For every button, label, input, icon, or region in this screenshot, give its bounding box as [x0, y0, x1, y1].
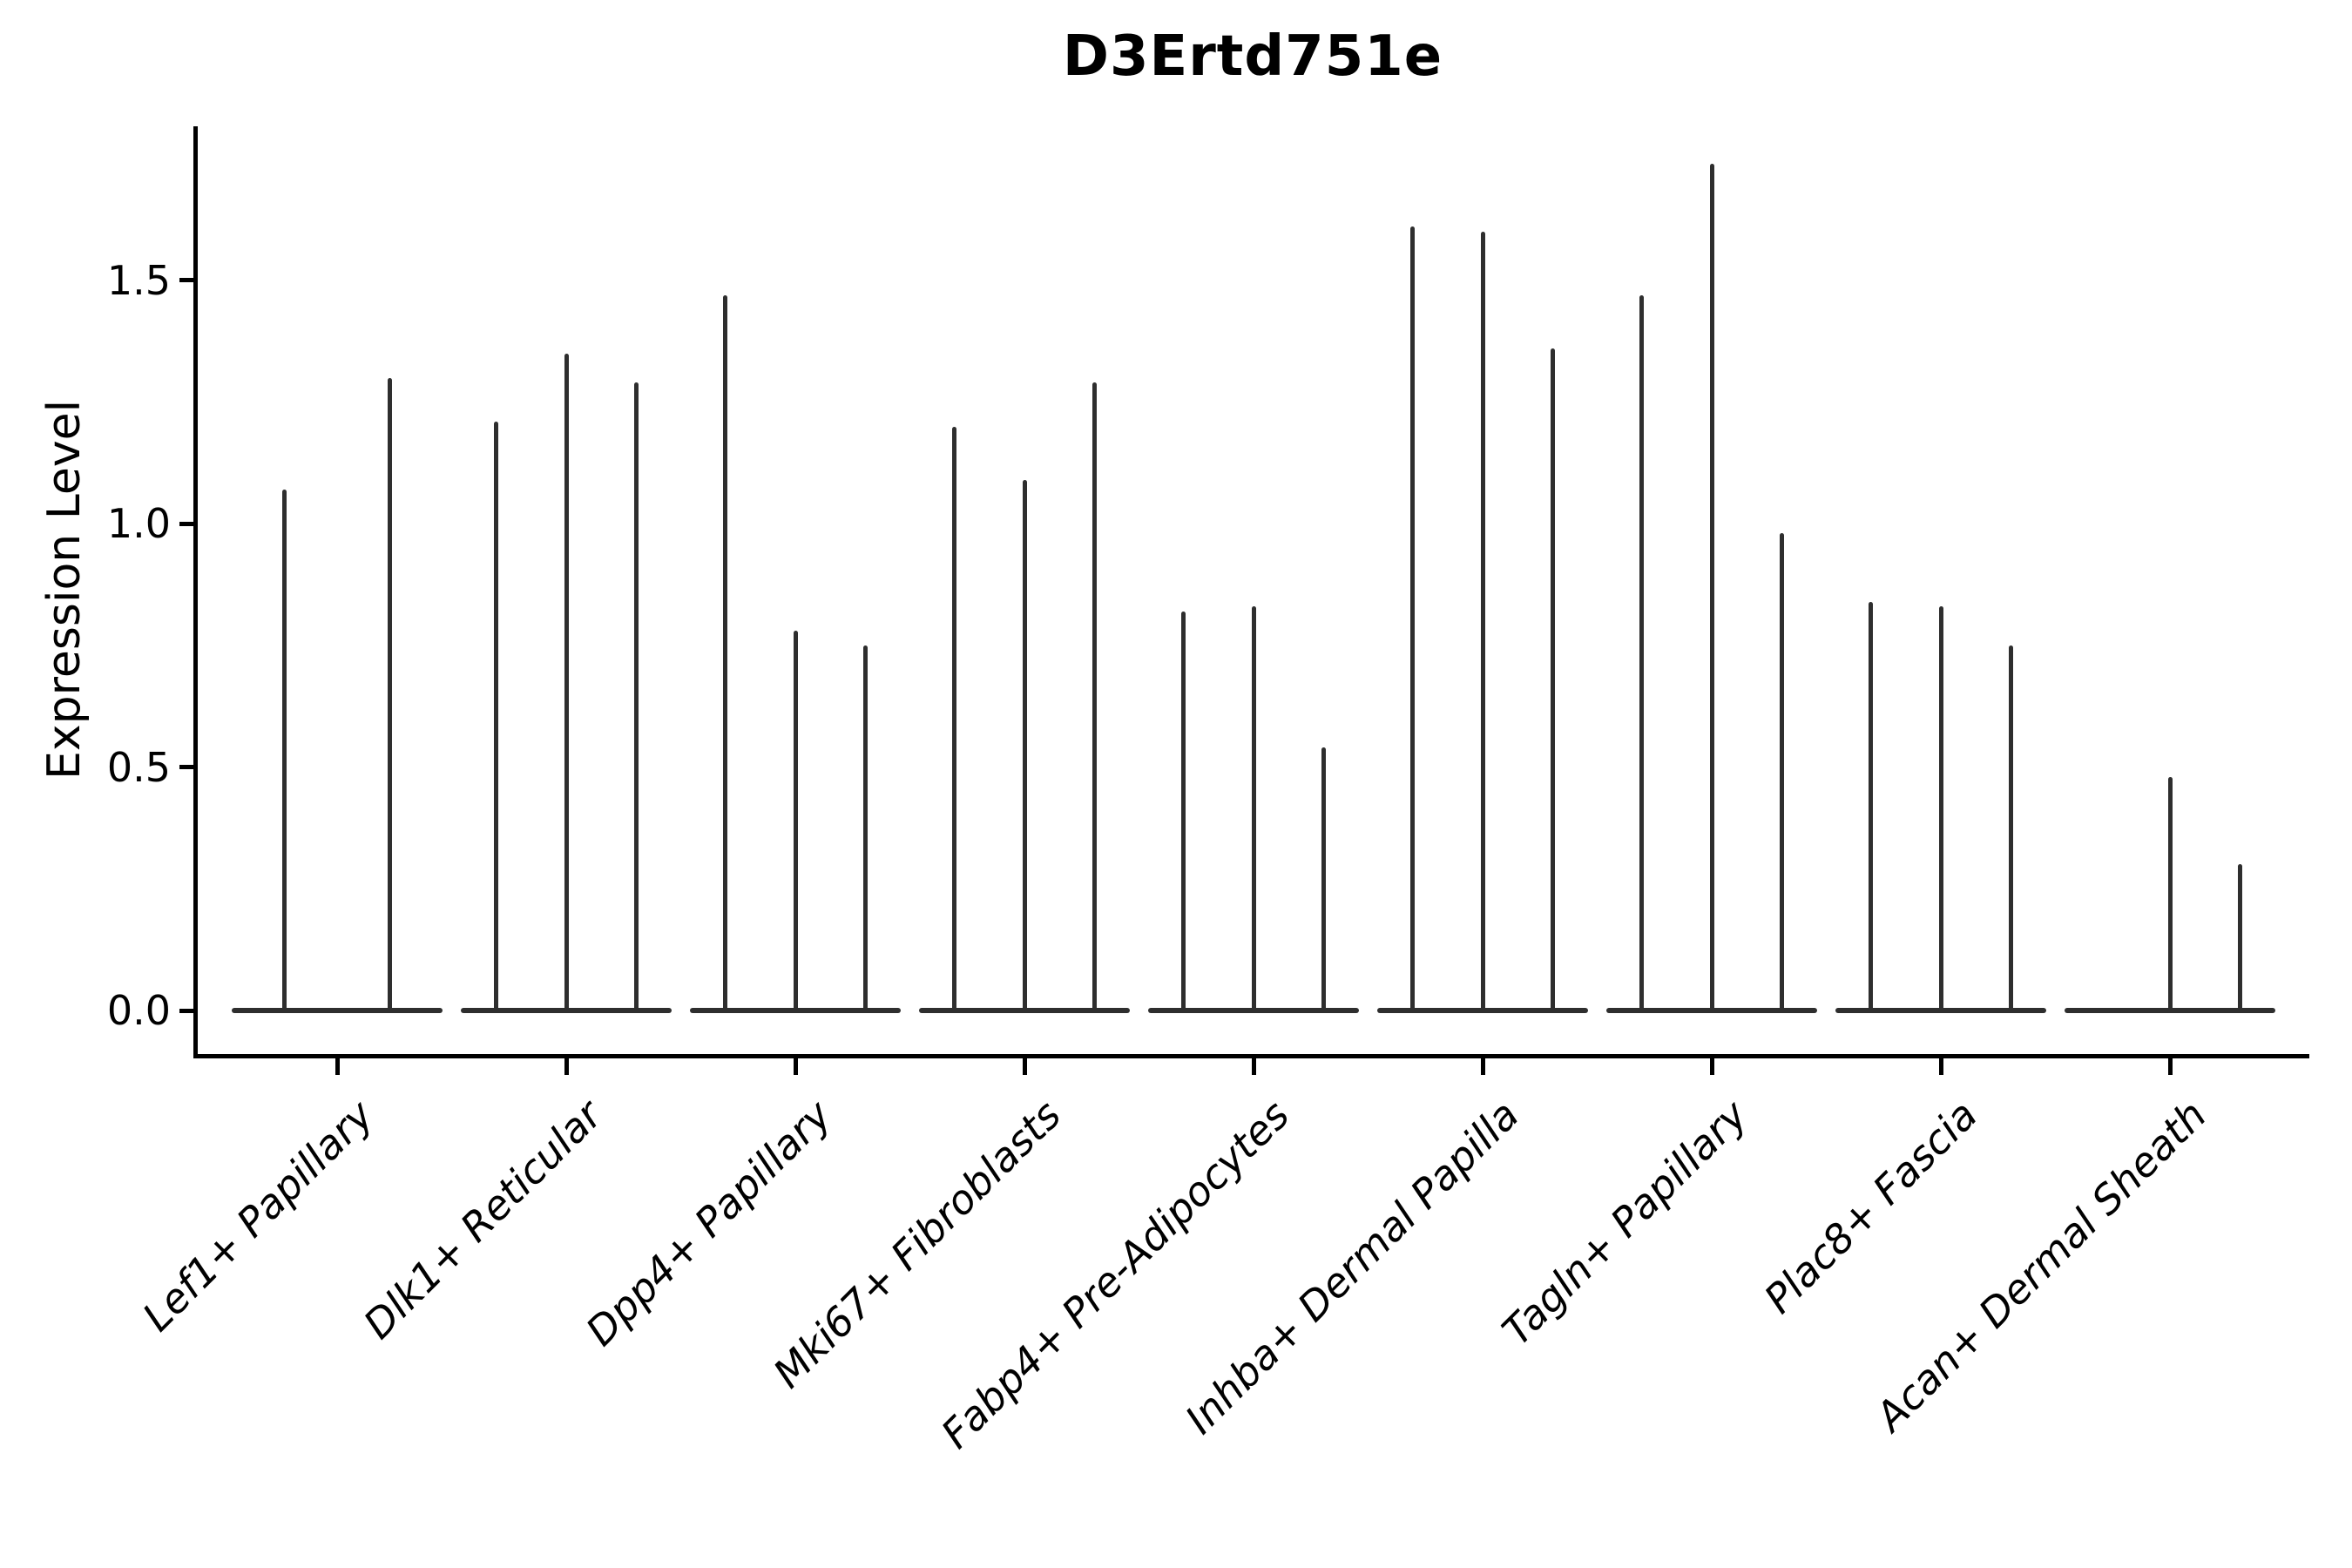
x-tick — [1022, 1056, 1027, 1075]
y-tick — [179, 765, 197, 770]
violin-spike — [1251, 606, 1256, 1012]
x-tick — [1709, 1056, 1714, 1075]
violin-spike — [722, 294, 727, 1012]
x-tick — [1251, 1056, 1256, 1075]
y-tick-label: 1.5 — [106, 256, 171, 304]
y-tick — [179, 278, 197, 283]
violin-spike — [1938, 606, 1943, 1012]
x-tick — [1938, 1056, 1943, 1075]
violin-spike — [1868, 601, 1873, 1012]
violin-spike — [1639, 294, 1644, 1012]
x-tick — [2167, 1056, 2173, 1075]
violin-spike — [388, 377, 392, 1012]
violin-spike — [1551, 348, 1556, 1012]
x-tick — [564, 1056, 569, 1075]
violin-spike — [951, 426, 956, 1012]
y-tick-label: 1.0 — [106, 500, 171, 548]
violin-spike — [1321, 747, 1327, 1012]
y-tick-label: 0.0 — [106, 987, 171, 1034]
x-tick-label: Dpp4+ Papillary — [577, 1091, 841, 1355]
plot-title: D3Ertd751e — [1062, 24, 1443, 89]
y-axis-spine — [193, 126, 198, 1058]
violin-spike — [863, 645, 868, 1012]
violin-spike — [1409, 226, 1415, 1012]
x-tick — [335, 1056, 340, 1075]
x-tick-label: Plac8+ Fascia — [1754, 1091, 1986, 1322]
violin-spike — [634, 382, 639, 1012]
violin-spike — [1022, 480, 1027, 1012]
y-axis-label: Expression Level — [38, 399, 91, 781]
violin-base — [232, 1008, 443, 1013]
violin-spike — [1780, 533, 1785, 1012]
x-tick — [793, 1056, 798, 1075]
violin-spike — [1092, 382, 1098, 1012]
x-tick — [1480, 1056, 1485, 1075]
x-tick-label: Tagln+ Papillary — [1493, 1091, 1757, 1355]
violin-spike — [2009, 645, 2014, 1012]
violin-spike — [793, 631, 798, 1012]
y-tick — [179, 521, 197, 526]
y-tick-label: 0.5 — [106, 743, 171, 791]
violin-spike — [564, 353, 569, 1012]
x-tick-label: Lef1+ Papillary — [132, 1091, 382, 1341]
violin-spike — [1709, 163, 1714, 1012]
violin-spike — [1180, 611, 1186, 1012]
y-tick — [179, 1008, 197, 1013]
x-tick-label: Dlk1+ Reticular — [355, 1091, 612, 1348]
violin-spike — [282, 490, 287, 1012]
violin-spike — [2167, 776, 2173, 1012]
violin-spike — [2238, 864, 2243, 1012]
violin-spike — [493, 421, 498, 1012]
violin-spike — [1480, 232, 1485, 1012]
